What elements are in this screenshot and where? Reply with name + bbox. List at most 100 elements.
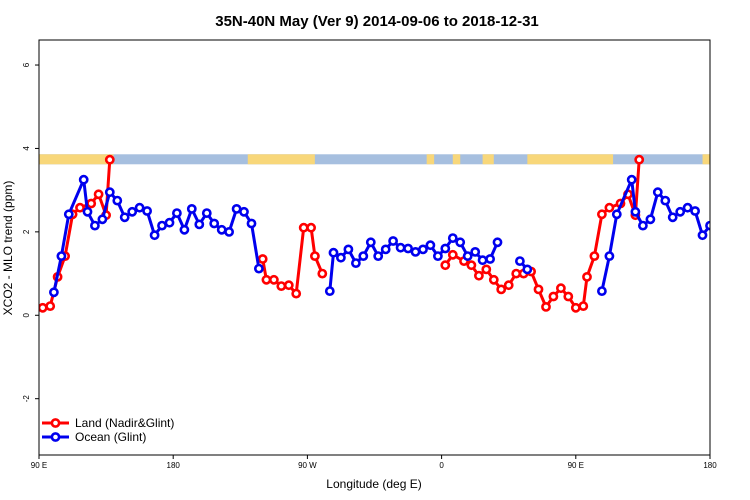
series-0-point [578,301,589,311]
series-1-point [477,255,488,266]
x-tick-label: 0 [439,461,444,470]
x-tick-label: 90 E [568,461,584,470]
band-land-4 [482,154,494,165]
series-1-point [432,251,443,261]
legend-marker [50,432,61,442]
series-1-point [522,264,533,275]
y-tick-label: 4 [22,146,31,151]
series-0-line-2 [444,159,641,310]
series-1-point [492,237,503,248]
series-0-point [589,251,600,261]
y-axis: -2 0 2 4 6 [22,62,39,402]
series-0-point [533,284,544,295]
x-tick-label: 180 [703,461,717,470]
y-tick-label: 0 [22,313,31,318]
series-1-point [90,220,100,231]
series-1-point [667,212,678,223]
x-tick-label: 180 [167,461,181,470]
series-1-point [224,226,234,237]
series-0 [39,154,645,313]
series-1-point [119,212,130,223]
series-1-point [597,286,607,296]
series-1-point [470,246,481,257]
series-1-point [134,202,145,213]
series-1-point [714,219,721,226]
band-land-5 [527,154,614,165]
series-1-point [112,195,123,206]
series-1-point [690,206,700,216]
series-1-point [171,208,182,218]
series-0-point [466,260,477,271]
plot-frame [38,39,711,456]
series-1 [49,174,721,298]
x-axis-label: Longitude (deg E) [326,477,421,491]
band-ocean [39,154,710,165]
series-0-point [447,249,458,260]
y-axis-label: XCO2 - MLO trend (ppm) [1,181,15,316]
x-tick-label: 90 E [31,461,47,470]
series-1-point [410,246,421,257]
legend-label: Ocean (Glint) [75,430,146,444]
series-1-point [365,237,376,248]
series-1-point [652,187,663,198]
series-0-point [75,202,85,213]
series-1-point [78,174,89,185]
series-1-point [630,206,641,217]
band-land-1 [247,154,315,165]
series-1-point [324,286,335,296]
x-axis: 90 E 180 90 W 0 90 E 180 [31,455,717,470]
series-1-point [97,214,108,225]
series-1-point [328,247,339,258]
series-1-point [343,244,354,255]
series-1-point [388,236,398,246]
series-1-line-3 [600,178,710,292]
series-1-point [179,224,190,235]
series-0-point [39,302,48,313]
series-0-point [86,198,97,209]
series-1-point [705,220,710,231]
series-0-point [548,291,559,302]
series-1-point [611,209,622,220]
series-1-point [604,251,615,261]
y-tick-label: 2 [22,229,31,234]
series-1-point [638,220,648,231]
series-0-point [257,254,268,264]
legend-label: Land (Nadir&Glint) [75,416,174,430]
y-tick-label: 6 [22,62,31,67]
series-1-point [82,206,93,217]
series-1-point [63,209,74,220]
series-1-point [373,251,384,261]
series-1-point [395,242,406,253]
series-1-point [515,256,525,266]
series-0-line-0 [42,159,112,310]
series-1-point [186,203,197,214]
series-0-point [309,251,320,261]
series-0-point [488,274,499,285]
series-1-point [485,254,495,264]
series-1-point [380,244,391,255]
series-1-point [697,230,708,241]
series-layer [39,154,721,313]
series-1-point [626,174,637,185]
series-0-point [570,302,581,313]
chart-title: 35N-40N May (Ver 9) 2014-09-06 to 2018-1… [215,13,539,30]
series-0-point [291,288,302,299]
series-1-point [358,251,369,261]
series-1-point [440,243,451,254]
series-0-point [473,270,484,281]
series-0-point [276,281,287,291]
series-1-point [462,251,473,261]
series-1-point [350,258,361,268]
band-land-3 [452,154,461,165]
series-0-point [597,209,607,220]
band-land-6 [702,154,710,165]
series-1-point [675,206,686,217]
series-1-point [418,244,428,255]
series-1-point [164,217,175,228]
series-1-point [56,251,67,261]
series-1-point [403,243,413,254]
series-1-point [149,230,160,241]
series-0-point [93,189,104,200]
series-1-point [201,208,212,218]
